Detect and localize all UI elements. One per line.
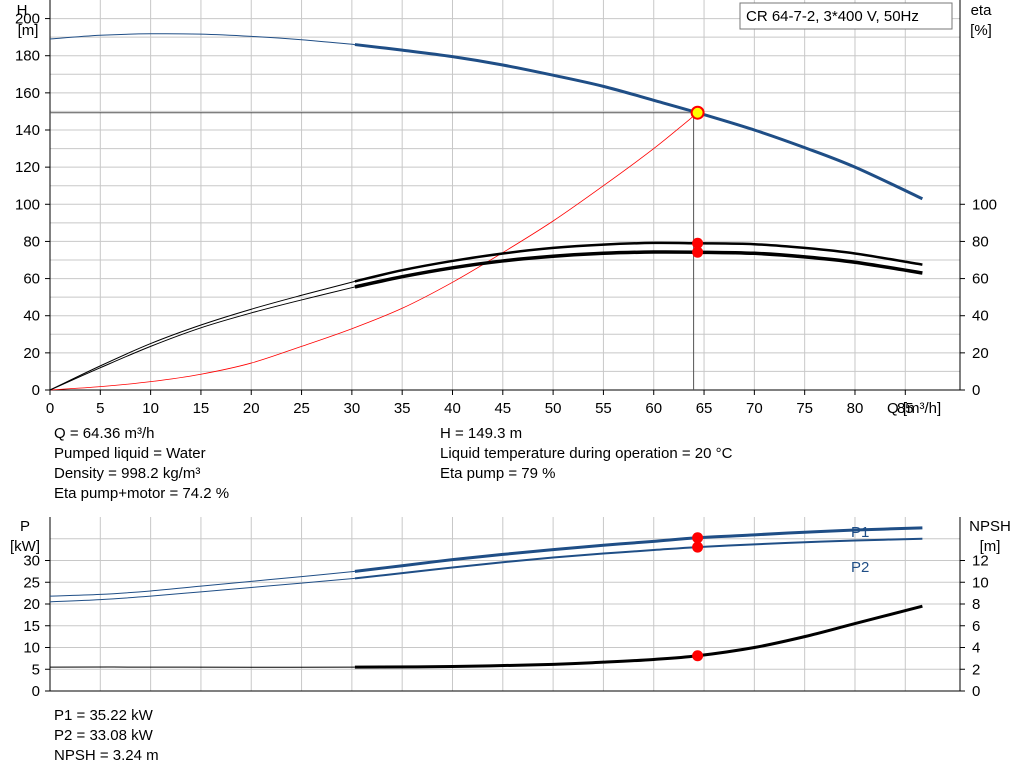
p-axis-title: [kW] xyxy=(10,538,40,555)
bottom-chart-grid xyxy=(49,517,961,692)
info-p2: P2 = 33.08 kW xyxy=(54,727,153,744)
x-tick-label: 80 xyxy=(847,400,864,417)
eta-pump-curve-thin xyxy=(49,280,356,391)
info-head: H = 149.3 m xyxy=(440,425,523,442)
head-curve-thick xyxy=(354,43,924,201)
y-left-tick-label: 80 xyxy=(23,233,40,250)
x-tick-label: 50 xyxy=(545,400,562,417)
p-tick-label: 0 xyxy=(32,683,40,700)
eta-pump-motor-curve-thick xyxy=(354,250,923,289)
x-tick-label: 75 xyxy=(796,400,813,417)
p-tick-label: 25 xyxy=(23,574,40,591)
x-tick-label: 60 xyxy=(645,400,662,417)
y-right-tick-label: 100 xyxy=(972,196,997,213)
y-axis-title: [%] xyxy=(970,22,992,39)
y-right-tick-label: 20 xyxy=(972,345,989,362)
x-tick-label: 70 xyxy=(746,400,763,417)
x-axis-label: Q [m³/h] xyxy=(887,400,941,417)
npsh-axis-title: NPSH xyxy=(969,518,1011,535)
x-tick-label: 5 xyxy=(96,400,104,417)
x-tick-label: 25 xyxy=(293,400,310,417)
y-right-tick-label: 40 xyxy=(972,308,989,325)
info-temperature: Liquid temperature during operation = 20… xyxy=(440,445,733,462)
power-marker xyxy=(692,541,704,553)
power-marker xyxy=(692,532,704,544)
npsh-tick-label: 2 xyxy=(972,661,980,678)
y-right-tick-label: 0 xyxy=(972,382,980,399)
y-left-tick-label: 60 xyxy=(23,271,40,288)
p-tick-label: 10 xyxy=(23,640,40,657)
chart-labels: 0 5 10 15 20 25 30 35 40 45 50 55 60 65 70 75 80 85Q [m³/… xyxy=(10,2,1011,700)
npsh-tick-label: 8 xyxy=(972,596,980,613)
info-p1: P1 = 35.22 kW xyxy=(54,707,153,724)
bottom-chart-curves xyxy=(49,526,923,669)
top-chart-curves xyxy=(49,33,924,391)
p2-curve-thick xyxy=(354,537,923,580)
info-eta-pump: Eta pump = 79 % xyxy=(440,465,556,482)
p1-label: P1 xyxy=(851,524,869,541)
p-tick-label: 5 xyxy=(32,661,40,678)
info-density: Density = 998.2 kg/m³ xyxy=(54,465,201,482)
x-tick-label: 45 xyxy=(494,400,511,417)
title-box xyxy=(739,2,953,30)
chart-title: CR 64-7-2, 3*400 V, 50Hz xyxy=(746,8,919,25)
info-flow: Q = 64.36 m³/h xyxy=(54,425,155,442)
npsh-tick-label: 12 xyxy=(972,553,989,570)
x-tick-label: 10 xyxy=(142,400,159,417)
p2-label: P2 xyxy=(851,559,869,576)
p-tick-label: 30 xyxy=(23,553,40,570)
p-tick-label: 15 xyxy=(23,618,40,635)
y-axis-title: [m] xyxy=(18,22,39,39)
npsh-tick-label: 10 xyxy=(972,574,989,591)
y-left-tick-label: 200 xyxy=(15,11,40,28)
npsh-axis-title: [m] xyxy=(980,538,1001,555)
system-curve xyxy=(49,112,698,391)
x-tick-label: 0 xyxy=(46,400,54,417)
duty-info-left: Q = 64.36 m³/h Pumped liquid = Water Den… xyxy=(54,424,229,504)
x-tick-label: 55 xyxy=(595,400,612,417)
info-eta-pump-motor: Eta pump+motor = 74.2 % xyxy=(54,485,230,502)
eta-pump-curve-thick xyxy=(354,241,923,283)
x-tick-label: 30 xyxy=(344,400,361,417)
y-left-tick-label: 140 xyxy=(15,122,40,139)
info-liquid: Pumped liquid = Water xyxy=(54,445,206,462)
y-left-tick-label: 180 xyxy=(15,48,40,65)
duty-info-right: H = 149.3 m Liquid temperature during op… xyxy=(440,424,732,484)
x-tick-label: 15 xyxy=(193,400,210,417)
y-left-tick-label: 20 xyxy=(23,345,40,362)
x-tick-label: 35 xyxy=(394,400,411,417)
info-npsh: NPSH = 3.24 m xyxy=(54,747,159,764)
eta-marker xyxy=(692,237,704,249)
p2-curve-thin xyxy=(49,577,355,603)
x-tick-label: 65 xyxy=(696,400,713,417)
eta-pump-motor-curve-thin xyxy=(49,286,356,391)
y-right-tick-label: 80 xyxy=(972,233,989,250)
x-tick-label: 40 xyxy=(444,400,461,417)
power-info: P1 = 35.22 kW P2 = 33.08 kW NPSH = 3.24 … xyxy=(54,706,159,766)
npsh-tick-label: 6 xyxy=(972,618,980,635)
y-left-tick-label: 0 xyxy=(32,382,40,399)
npsh-curve-thick xyxy=(354,604,923,669)
power-marker xyxy=(692,650,704,662)
duty-point-marker xyxy=(690,105,705,120)
eta-marker xyxy=(692,246,704,258)
top-chart-grid xyxy=(49,0,961,391)
p1-curve-thick xyxy=(354,526,923,573)
y-right-tick-label: 60 xyxy=(972,271,989,288)
x-tick-label: 85 xyxy=(897,400,914,417)
npsh-tick-label: 0 xyxy=(972,683,980,700)
y-axis-title: eta xyxy=(971,2,993,19)
y-left-tick-label: 120 xyxy=(15,159,40,176)
x-tick-label: 20 xyxy=(243,400,260,417)
y-left-tick-label: 160 xyxy=(15,85,40,102)
p1-curve-thin xyxy=(49,570,355,597)
y-left-tick-label: 40 xyxy=(23,308,40,325)
p-tick-label: 20 xyxy=(23,596,40,613)
y-left-tick-label: 100 xyxy=(15,196,40,213)
head-curve-thin xyxy=(49,33,355,46)
y-axis-title: H xyxy=(17,2,28,19)
p-axis-title: P xyxy=(20,518,30,535)
npsh-tick-label: 4 xyxy=(972,640,980,657)
